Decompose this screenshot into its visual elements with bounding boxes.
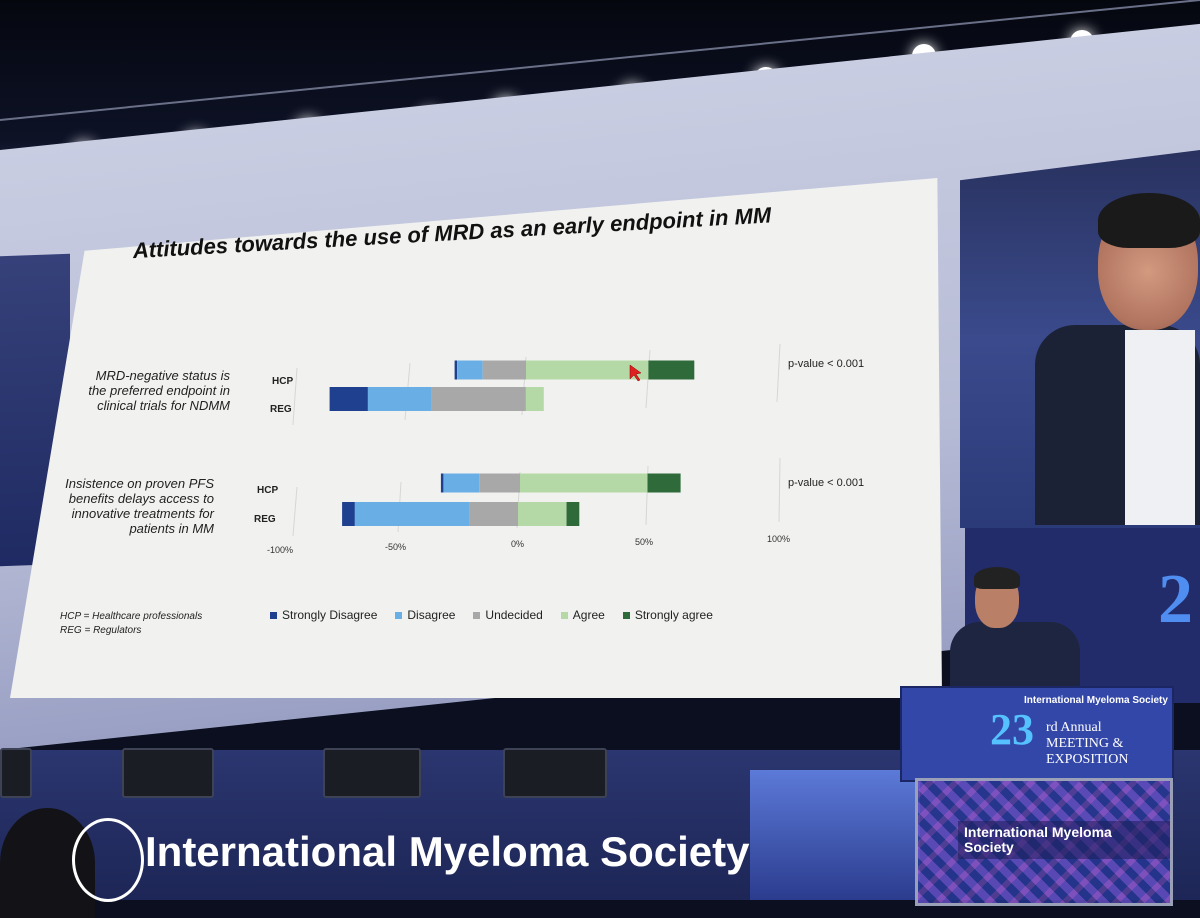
bar-strongly-agree-reg [566, 502, 580, 526]
gridline [292, 486, 298, 537]
legend-swatch [395, 611, 403, 619]
legend-swatch [560, 611, 568, 619]
abbreviation-reg: REG = Regulators [60, 625, 142, 636]
gridline [778, 457, 781, 523]
x-tick-label: 100% [767, 534, 791, 544]
p-value-2: p-value < 0.001 [788, 477, 865, 489]
speaker-on-screen-shirt [1125, 330, 1195, 525]
bar-strongly-disagree-reg [329, 387, 368, 411]
bar-undecided-hcp [479, 473, 520, 493]
event-banner-number: 2 [1158, 561, 1193, 638]
stage-monitor [0, 748, 32, 798]
bar-agree-reg [518, 502, 567, 526]
bar-strongly-agree-hcp [648, 360, 695, 380]
society-logo-icon [72, 818, 144, 902]
legend-label: Agree [572, 608, 605, 622]
presentation-slide [10, 178, 942, 698]
stage-front-brand: International Myeloma Society [145, 828, 750, 875]
group-label-hcp: HCP [272, 376, 294, 387]
podium-sign: International Myeloma Society 23 rd Annu… [900, 686, 1174, 782]
legend-item: Undecided [473, 608, 543, 622]
x-tick-label: 50% [635, 537, 654, 547]
bar-disagree-reg [354, 502, 470, 526]
legend-label: Disagree [407, 608, 456, 622]
legend-item: Agree [560, 608, 605, 622]
bar-strongly-disagree-reg [342, 502, 355, 526]
bar-undecided-reg [431, 387, 526, 411]
stage-monitor [503, 748, 607, 798]
x-tick-label: -50% [385, 542, 407, 552]
bar-agree-hcp [526, 360, 649, 380]
group-label-reg: REG [254, 514, 276, 525]
podium-title: rd Annual MEETING & EXPOSITION [1046, 720, 1128, 768]
speaker-hair [974, 567, 1020, 589]
legend-item: Strongly Disagree [270, 608, 377, 622]
x-tick-label: -100% [267, 545, 294, 555]
gridline [776, 343, 781, 403]
bar-strongly-disagree-hcp [440, 473, 444, 493]
legend-item: Strongly agree [622, 608, 713, 622]
legend-label: Strongly agree [634, 608, 713, 622]
podium-society-name: International Myeloma Society [1024, 695, 1168, 706]
bar-disagree-hcp [457, 360, 483, 380]
bar-strongly-agree-hcp [647, 473, 681, 493]
bar-undecided-hcp [482, 360, 526, 380]
bar-strongly-disagree-hcp [454, 360, 458, 380]
chart-legend: Strongly Disagree Disagree Undecided Agr… [270, 608, 713, 622]
p-value-1: p-value < 0.001 [788, 358, 865, 370]
podium-body-brand: International Myeloma Society [958, 821, 1170, 859]
stage-monitor [122, 748, 214, 798]
legend-item: Disagree [395, 608, 455, 622]
podium-meeting: MEETING & [1046, 736, 1124, 751]
question-1-text: MRD-negative status is the preferred end… [88, 368, 230, 413]
stage-light-panel [750, 770, 920, 900]
podium-body: International Myeloma Society [915, 778, 1173, 906]
x-tick-label: 0% [511, 539, 525, 549]
bar-disagree-hcp [443, 473, 480, 493]
abbreviations: HCP = Healthcare professionals REG = Reg… [60, 610, 202, 638]
group-label-reg: REG [270, 404, 292, 415]
legend-swatch [270, 611, 277, 619]
abbreviation-hcp: HCP = Healthcare professionals [60, 611, 203, 622]
legend-swatch [622, 611, 630, 619]
bar-undecided-reg [469, 502, 518, 526]
pointer-cursor-icon [629, 364, 642, 382]
podium-annual: rd Annual [1046, 720, 1102, 735]
stage-monitor [323, 748, 421, 798]
bar-agree-hcp [520, 473, 648, 493]
bar-agree-reg [526, 387, 544, 411]
podium-number: 23 [990, 705, 1034, 754]
speaker-on-screen-hair [1098, 193, 1200, 248]
group-label-hcp: HCP [257, 485, 279, 496]
legend-label: Strongly Disagree [282, 608, 378, 622]
legend-swatch [473, 611, 481, 619]
bar-disagree-reg [367, 387, 432, 411]
gridline [292, 367, 298, 426]
legend-label: Undecided [485, 608, 543, 622]
question-2-text: Insistence on proven PFS benefits delays… [65, 476, 214, 536]
podium-exposition: EXPOSITION [1046, 752, 1129, 767]
